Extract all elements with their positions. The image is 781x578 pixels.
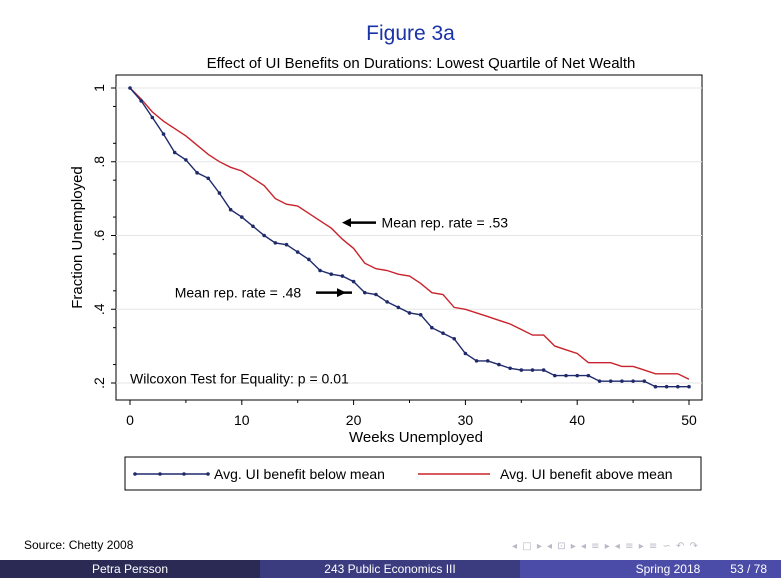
data-point-below-mean [597, 379, 602, 383]
data-point-below-mean [485, 359, 490, 363]
footer-right: Spring 2018 53 / 78 [520, 560, 781, 578]
data-point-below-mean [251, 224, 255, 229]
annotation-mean-rep-48: Mean rep. rate = .48 [175, 285, 302, 301]
data-point-below-mean [329, 272, 334, 277]
x-axis-label: Weeks Unemployed [349, 429, 483, 446]
y-tick-label: 1 [91, 84, 107, 92]
x-tick-label: 20 [346, 412, 362, 428]
data-point-below-mean [564, 373, 568, 378]
data-point-below-mean [340, 274, 345, 278]
data-point-below-mean [553, 373, 557, 378]
data-point-below-mean [184, 158, 188, 162]
y-tick-label: .8 [91, 156, 107, 168]
data-point-below-mean [307, 257, 311, 262]
data-point-below-mean [541, 368, 546, 372]
data-point-below-mean [161, 132, 166, 136]
y-axis-label: Fraction Unemployed [69, 166, 86, 309]
data-point-below-mean [575, 373, 579, 378]
arrow-annotation-48-head [337, 288, 346, 298]
data-point-below-mean [262, 233, 266, 238]
chart-title: Effect of UI Benefits on Durations: Lowe… [207, 55, 636, 72]
x-tick-label: 0 [126, 412, 134, 428]
data-point-below-mean [195, 171, 199, 175]
footer-date: Spring 2018 [635, 562, 701, 576]
figure-heading: Figure 3a [366, 22, 455, 45]
arrow-annotation-53-head [342, 218, 351, 228]
duration-chart: Effect of UI Benefits on Durations: Lowe… [69, 55, 703, 491]
data-point-below-mean [474, 359, 479, 363]
data-point-below-mean [206, 176, 211, 181]
x-tick-label: 50 [681, 412, 697, 428]
navigation-icons[interactable]: ◂ □ ▸ ◂ ⊡ ▸ ◂ ≡ ▸ ◂ ≡ ▸ ≡ ∽ ↶ ↷ [512, 541, 699, 552]
legend-marker-below-mean [158, 472, 162, 476]
data-point-below-mean [150, 115, 155, 120]
data-point-below-mean [664, 384, 669, 389]
data-point-below-mean [407, 311, 412, 315]
plot-area [115, 74, 703, 401]
data-point-below-mean [508, 366, 512, 371]
data-point-below-mean [452, 336, 457, 341]
footer-course: 243 Public Economics III [260, 560, 520, 578]
y-tick-label: .6 [91, 229, 107, 241]
annotation-mean-rep-53: Mean rep. rate = .53 [382, 215, 509, 231]
data-point-below-mean [586, 373, 591, 378]
data-point-below-mean [318, 268, 322, 273]
data-point-below-mean [139, 99, 143, 103]
data-point-below-mean [172, 150, 177, 155]
footer-page-number: 53 / 78 [730, 562, 767, 576]
data-point-below-mean [497, 362, 501, 367]
data-point-below-mean [653, 384, 658, 389]
x-tick-label: 40 [569, 412, 585, 428]
annotation-wilcoxon: Wilcoxon Test for Equality: p = 0.01 [130, 370, 349, 386]
slide-footer: Petra Persson 243 Public Economics III S… [0, 560, 781, 578]
data-point-below-mean [608, 379, 613, 383]
data-point-below-mean [418, 312, 423, 317]
x-tick-label: 30 [458, 412, 474, 428]
data-point-below-mean [631, 379, 635, 383]
data-point-below-mean [430, 325, 434, 330]
x-tick-label: 10 [234, 412, 250, 428]
data-point-below-mean [217, 191, 222, 195]
data-point-below-mean [530, 368, 535, 372]
data-point-below-mean [128, 86, 132, 90]
data-point-below-mean [620, 379, 624, 383]
data-point-below-mean [676, 384, 680, 389]
data-point-below-mean [351, 279, 356, 284]
data-point-below-mean [362, 290, 367, 295]
series-line-above-mean [129, 87, 690, 380]
data-point-below-mean [687, 384, 691, 389]
legend-marker-below-mean [133, 472, 137, 476]
footer-author: Petra Persson [0, 560, 260, 578]
legend-marker-below-mean [206, 472, 210, 476]
data-point-below-mean [228, 207, 233, 212]
data-point-below-mean [396, 305, 401, 310]
data-point-below-mean [385, 300, 389, 304]
source-note: Source: Chetty 2008 [24, 538, 134, 552]
data-point-below-mean [374, 292, 378, 297]
y-tick-label: .2 [91, 377, 107, 389]
data-point-below-mean [441, 331, 445, 336]
legend-label-below-mean: Avg. UI benefit below mean [214, 466, 385, 482]
data-point-below-mean [284, 242, 289, 247]
data-point-below-mean [463, 351, 468, 356]
data-point-below-mean [519, 368, 524, 372]
legend-box [124, 456, 702, 491]
legend-marker-below-mean [182, 472, 186, 476]
data-point-below-mean [295, 250, 300, 254]
data-point-below-mean [273, 241, 278, 245]
data-point-below-mean [642, 379, 647, 383]
y-tick-label: .4 [91, 303, 107, 315]
legend-label-above-mean: Avg. UI benefit above mean [500, 466, 673, 482]
data-point-below-mean [240, 215, 244, 219]
